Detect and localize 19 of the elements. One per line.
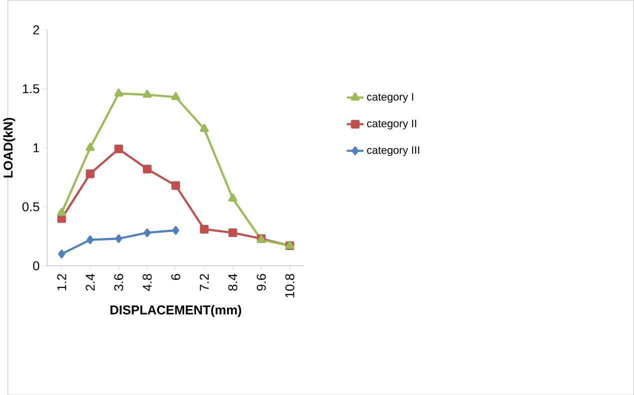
y-tick-label: 1 — [34, 143, 40, 152]
x-tick-label: 10.8 — [285, 274, 294, 298]
y-tick-label: 1.5 — [22, 84, 40, 94]
x-axis-title: DISPLACEMENT(mm) — [110, 304, 242, 317]
y-axis-title: LOAD(kN) — [3, 118, 16, 178]
legend-label: category III — [367, 146, 420, 156]
x-tick-label: 6 — [171, 274, 180, 280]
x-tick-label: 3.6 — [114, 274, 124, 291]
x-tick-label: 4.8 — [142, 274, 152, 291]
x-tick-label: 2.4 — [86, 274, 95, 290]
y-tick-label: 0.5 — [22, 202, 40, 212]
x-tick-label: 7.2 — [200, 274, 209, 290]
legend-label: category II — [367, 120, 416, 130]
x-tick-label: 9.6 — [256, 274, 266, 290]
y-tick-label: 2 — [33, 25, 40, 34]
x-tick-label: 1.2 — [57, 274, 66, 290]
legend-label: category I — [367, 92, 414, 103]
y-tick-label: 0 — [33, 261, 40, 270]
x-tick-label: 8.4 — [228, 274, 238, 291]
